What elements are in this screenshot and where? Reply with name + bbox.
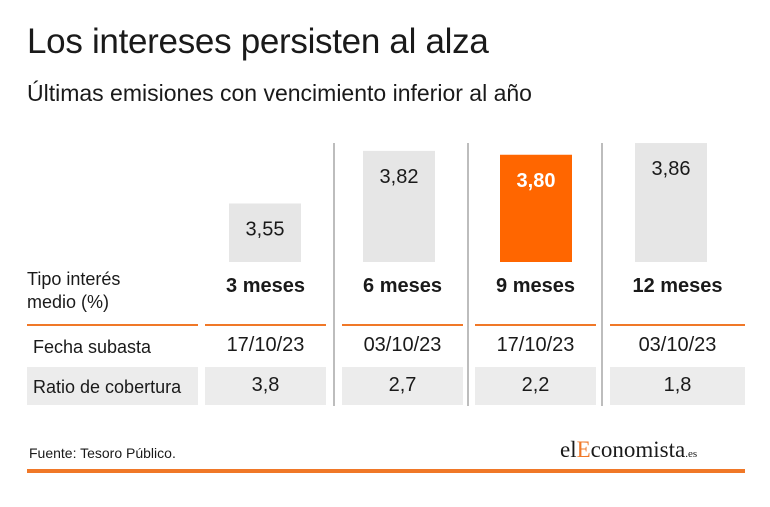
column-divider — [601, 143, 603, 406]
bar-value-label: 3,86 — [652, 158, 691, 180]
category-label: 9 meses — [496, 275, 575, 297]
fecha-cell: 17/10/23 — [226, 334, 305, 356]
source-note: Fuente: Tesoro Público. — [29, 445, 176, 461]
column-divider — [467, 143, 469, 406]
row-background — [610, 367, 745, 405]
bar-6-meses — [363, 150, 435, 262]
bar-chart: 3,55 3,82 3,80 3,86 — [229, 143, 707, 262]
row-separator — [475, 324, 596, 326]
column-divider — [333, 143, 335, 406]
ratio-cell: 3,8 — [251, 374, 280, 396]
row-background — [475, 367, 596, 405]
brand-logo: elEconomista.es — [560, 437, 697, 463]
bar-value-label: 3,82 — [380, 166, 419, 188]
brand-prefix: el — [560, 437, 577, 462]
brand-suffix: .es — [685, 448, 698, 460]
row-separator — [610, 324, 745, 326]
bar-12-meses — [635, 143, 707, 262]
row-background — [205, 367, 326, 405]
chart-title: Los intereses persisten al alza — [27, 22, 489, 61]
category-label: 3 meses — [226, 275, 305, 297]
row-background — [342, 367, 463, 405]
footer-rule — [27, 469, 745, 473]
fecha-cell: 17/10/23 — [496, 334, 575, 356]
ratio-cell: 2,7 — [388, 374, 417, 396]
bar-9-meses — [500, 154, 572, 262]
row-label-tipo: Tipo interés medio (%) — [27, 269, 121, 312]
row-background — [27, 367, 198, 405]
category-label: 12 meses — [632, 275, 723, 297]
category-label: 6 meses — [363, 275, 442, 297]
bar-value-label: 3,55 — [246, 219, 285, 241]
row-separator — [205, 324, 326, 326]
bar-3-meses — [229, 203, 301, 262]
row-label-ratio: Ratio de cobertura — [33, 377, 182, 397]
ratio-cell: 2,2 — [521, 374, 550, 396]
brand-rest: conomista — [590, 437, 686, 462]
row-separator — [27, 324, 198, 326]
row-label-fecha: Fecha subasta — [33, 337, 152, 357]
row-separator — [342, 324, 463, 326]
chart-subtitle: Últimas emisiones con vencimiento inferi… — [27, 80, 532, 106]
bar-value-label: 3,80 — [517, 170, 556, 192]
fecha-cell: 03/10/23 — [638, 334, 717, 356]
ratio-cell: 1,8 — [663, 374, 692, 396]
fecha-cell: 03/10/23 — [363, 334, 442, 356]
brand-highlight: E — [576, 437, 591, 462]
